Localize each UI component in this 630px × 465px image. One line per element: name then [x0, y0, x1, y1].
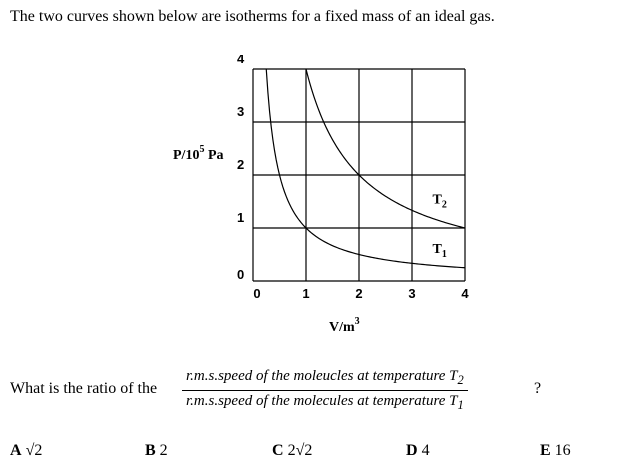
y-tick-label: 1: [237, 210, 244, 225]
x-tick-label: 3: [408, 286, 415, 301]
question-lead: What is the ratio of the: [10, 380, 158, 397]
option-a[interactable]: A √2: [10, 442, 43, 459]
ratio-fraction: r.m.s.speed of the moleucles at temperat…: [182, 368, 468, 413]
x-tick-label: 1: [302, 286, 309, 301]
y-tick-label: 2: [237, 157, 244, 172]
isotherm-curve: [265, 68, 466, 269]
fraction-numerator: r.m.s.speed of the moleucles at temperat…: [182, 368, 468, 391]
x-tick-label: 0: [253, 286, 260, 301]
x-tick-label: 2: [355, 286, 362, 301]
option-c[interactable]: C 2√2: [272, 442, 313, 459]
y-tick-label: 0: [237, 267, 244, 282]
option-d[interactable]: D 4: [406, 442, 430, 459]
curve-label: T2: [433, 193, 447, 211]
intro-text: The two curves shown below are isotherms…: [10, 8, 495, 25]
y-axis-label: P/105 Pa: [173, 144, 224, 163]
isotherm-curve: [305, 68, 466, 229]
denominator-subscript: 1: [457, 398, 464, 412]
curve-label: T1: [433, 242, 447, 260]
x-axis-label: V/m3: [329, 316, 360, 335]
y-tick-label: 3: [237, 104, 244, 119]
option-e[interactable]: E 16: [540, 442, 571, 459]
question-mark: ?: [534, 380, 542, 397]
fraction-denominator: r.m.s.speed of the molecules at temperat…: [186, 393, 464, 412]
option-b[interactable]: B 2: [145, 442, 168, 459]
y-tick-label: 4: [237, 55, 245, 66]
numerator-subscript: 2: [457, 373, 464, 387]
x-tick-label: 4: [461, 286, 469, 301]
isotherm-graph: 0 1 2 3 4 0 1 2 3 4 P/105 Pa V/m3 T2 T1: [173, 55, 469, 335]
